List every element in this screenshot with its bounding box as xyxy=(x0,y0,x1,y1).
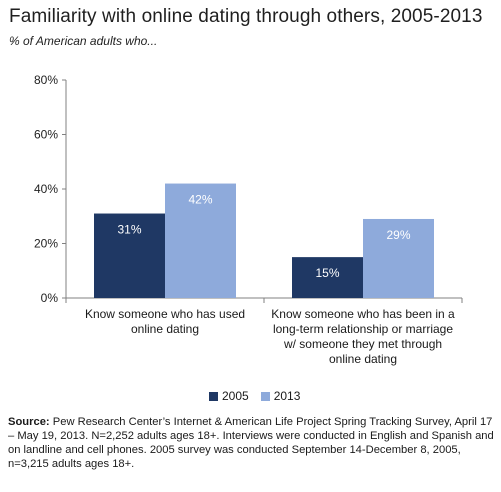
y-tick-label-40: 40% xyxy=(34,182,58,196)
legend-item-2005: 2005 xyxy=(209,389,249,403)
bar-chart: 0% 20% 40% 60% 80% 31% 42% Know someone who has… xyxy=(34,73,463,366)
data-label-2013-cat2: 29% xyxy=(386,228,410,242)
chart-title: Familiarity with online dating through o… xyxy=(9,6,483,27)
y-tick-label-60: 60% xyxy=(34,128,58,142)
legend-label-2005: 2005 xyxy=(222,389,249,403)
bar-2005-cat1 xyxy=(94,213,165,298)
y-tick-label-80: 80% xyxy=(34,73,58,87)
legend-swatch-2005 xyxy=(209,391,218,401)
data-label-2005-cat1: 31% xyxy=(117,223,141,237)
bar-2013-cat1 xyxy=(165,183,236,298)
source-note: Source: Pew Research Center’s Internet &… xyxy=(8,415,496,471)
legend-label-2013: 2013 xyxy=(273,389,301,403)
data-label-2013-cat1: 42% xyxy=(188,193,212,207)
chart-legend: 2005 2013 xyxy=(209,389,312,403)
data-label-2005-cat2: 15% xyxy=(315,266,339,280)
legend-swatch-2013 xyxy=(260,391,270,401)
source-text: Pew Research Center’s Internet & America… xyxy=(8,416,494,470)
category-label-2-line4: online dating xyxy=(329,352,397,366)
category-label-2-line3: w/ someone they met through xyxy=(283,337,442,351)
bar-2013-cat2 xyxy=(363,218,434,298)
chart-bars xyxy=(94,183,434,298)
category-label-2-line2: long-term relationship or marriage xyxy=(273,322,453,336)
category-label-1-line2: online dating xyxy=(131,322,199,336)
chart-subtitle: % of American adults who... xyxy=(9,34,158,48)
category-label-2-line1: Know someone who has been in a xyxy=(271,307,455,321)
legend-item-2013: 2013 xyxy=(260,389,301,403)
y-tick-label-20: 20% xyxy=(34,237,58,251)
chart-labels: 0% 20% 40% 60% 80% 31% 42% Know someone who has… xyxy=(34,73,455,366)
source-label: Source: xyxy=(8,416,50,428)
y-tick-label-0: 0% xyxy=(41,291,59,305)
bar-2005-cat2 xyxy=(292,257,363,298)
category-label-1-line1: Know someone who has used xyxy=(85,307,245,321)
